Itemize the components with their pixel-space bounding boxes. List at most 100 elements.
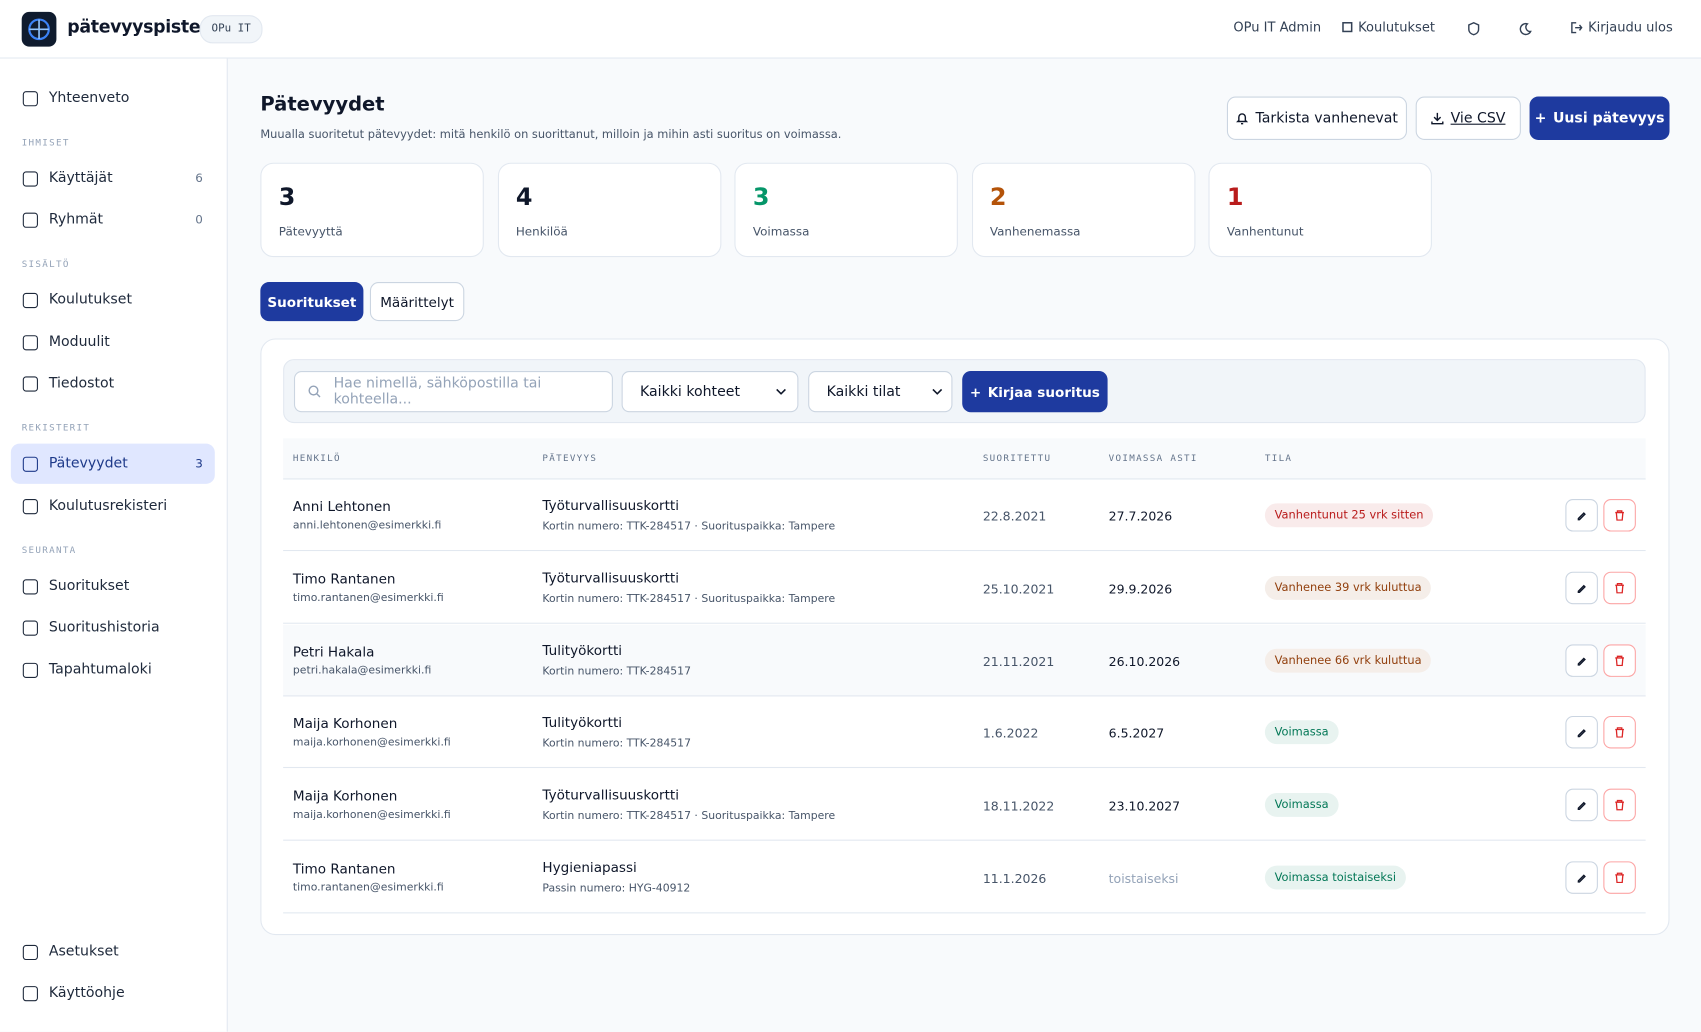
delete-icon <box>1615 655 1624 666</box>
nav-label: Tiedostot <box>48 375 115 392</box>
nav-icon <box>22 944 38 960</box>
check-button[interactable]: Tarkista vanhenevat <box>1226 96 1407 140</box>
target-select[interactable]: Kaikki kohteet <box>621 371 799 413</box>
add-button[interactable]: + Kirjaa suoritus <box>962 371 1108 413</box>
nav-icon <box>22 619 38 636</box>
valid-until: 23.10.2027 <box>1108 798 1181 814</box>
shield-button[interactable] <box>1467 22 1481 36</box>
edit-icon <box>1577 874 1586 883</box>
delete-button[interactable] <box>1603 716 1636 749</box>
nav-item[interactable]: Suoritukset <box>11 566 215 606</box>
qualification: Tulityökortti <box>542 641 623 659</box>
delete-button[interactable] <box>1603 571 1636 605</box>
valid-until: 26.10.2026 <box>1108 653 1181 669</box>
delete-icon <box>1615 582 1624 594</box>
person-name: Maija Korhonen <box>292 715 398 732</box>
column-header: VOIMASSA ASTI <box>1108 453 1198 465</box>
edit-button[interactable] <box>1565 716 1598 749</box>
section-label: IHMISET <box>21 137 70 149</box>
nav-icon <box>22 90 38 106</box>
nav-item[interactable]: Asetukset <box>11 932 215 972</box>
new-button[interactable]: + Uusi pätevyys <box>1529 96 1670 140</box>
nav-item[interactable]: Pätevyydet 3 <box>10 443 215 484</box>
edit-button[interactable] <box>1565 861 1598 894</box>
logout-text: Kirjaudu ulos <box>1588 19 1673 35</box>
nav-link[interactable]: Koulutukset <box>1342 20 1435 35</box>
icon <box>1236 113 1249 125</box>
edit-button[interactable] <box>1565 499 1598 532</box>
section-label: REKISTERIT <box>21 423 91 434</box>
delete-icon <box>1615 872 1624 884</box>
theme-button[interactable] <box>1518 22 1532 36</box>
edit-button[interactable] <box>1565 643 1598 677</box>
select-text: Kaikki kohteet <box>640 383 740 400</box>
table-header: HENKILÖ PÄTEVYYS SUORITETTU VOIMASSA ASTI TI… <box>283 438 1646 480</box>
qualification-details: Kortin numero: TTK-284517 · Suorituspaik… <box>542 810 836 823</box>
nav-count: 0 <box>195 212 203 227</box>
section-label: SISÄLTÖ <box>21 259 70 271</box>
nav-label: Suoritukset <box>48 578 130 595</box>
delete-button[interactable] <box>1603 788 1636 822</box>
nav-count: 3 <box>195 456 203 471</box>
nav-item[interactable]: Yhteenveto <box>11 78 215 118</box>
search-icon <box>308 385 321 398</box>
status-select[interactable]: Kaikki tilat <box>808 371 953 413</box>
plus-icon: + <box>969 383 982 400</box>
nav-icon <box>22 170 38 187</box>
nav-item[interactable]: Käyttöohje <box>11 973 215 1013</box>
nav-icon <box>22 212 38 228</box>
button-text: Uusi pätevyys <box>1552 110 1665 127</box>
nav-item[interactable]: Ryhmät 0 <box>11 200 215 240</box>
status-badge: Voimassa toistaiseksi <box>1264 865 1406 890</box>
nav-label: Moduulit <box>48 334 110 351</box>
status-badge: Vanhenee 39 vrk kuluttua <box>1264 575 1432 600</box>
nav-item[interactable]: Moduulit <box>11 322 215 362</box>
nav-item[interactable]: Koulutukset <box>11 280 215 320</box>
icon <box>1342 22 1353 33</box>
nav-label: Käyttöohje <box>48 984 125 1002</box>
nav-label: Koulutukset <box>48 291 132 309</box>
completed-date: 25.10.2021 <box>982 581 1055 597</box>
qualification-details: Kortin numero: TTK-284517 · Suorituspaik… <box>542 593 836 606</box>
search-input[interactable]: Hae nimellä, sähköpostilla tai kohteella… <box>293 371 613 413</box>
tab[interactable]: Määrittelyt <box>369 282 465 322</box>
nav-item[interactable]: Suoritushistoria <box>11 607 215 647</box>
nav-label: Koulutusrekisteri <box>48 497 168 515</box>
nav-label: Ryhmät <box>48 211 104 228</box>
edit-button[interactable] <box>1565 571 1598 605</box>
nav-item[interactable]: Tiedostot <box>11 363 215 403</box>
export-button[interactable]: Vie CSV <box>1415 96 1521 140</box>
nav-item[interactable]: Käyttäjät 6 <box>11 158 215 198</box>
edit-icon <box>1577 729 1586 738</box>
delete-button[interactable] <box>1603 861 1636 894</box>
nav-label: Käyttäjät <box>48 170 113 187</box>
stat-label: Vanhenemassa <box>989 224 1081 239</box>
column-header: HENKILÖ <box>292 453 341 465</box>
button-text: Tarkista vanhenevat <box>1255 110 1398 127</box>
delete-button[interactable] <box>1603 643 1636 677</box>
nav-label: Pätevyydet <box>48 455 128 472</box>
nav-item[interactable]: Koulutusrekisteri <box>11 486 215 526</box>
button-text: Vie CSV <box>1450 110 1506 127</box>
delete-button[interactable] <box>1603 499 1636 532</box>
qualification: Työturvallisuuskortti <box>542 496 679 514</box>
tab-active[interactable]: Suoritukset <box>260 282 364 322</box>
search-placeholder: Hae nimellä, sähköpostilla tai kohteella… <box>333 375 542 408</box>
logout-link[interactable]: Kirjaudu ulos <box>1571 20 1673 35</box>
stat-card: 1 Vanhentunut <box>1208 162 1432 258</box>
user-link[interactable]: OPu IT Admin <box>1233 19 1322 35</box>
page-title: Pätevyydet <box>260 93 385 117</box>
chevron <box>932 388 943 395</box>
stat-value: 1 <box>1226 184 1244 212</box>
brand[interactable]: pätevyyspiste.fi <box>67 16 220 37</box>
qualification: Hygieniapassi <box>542 859 637 876</box>
nav-item[interactable]: Tapahtumaloki <box>11 650 215 690</box>
edit-button[interactable] <box>1565 788 1598 822</box>
nav-label: Asetukset <box>48 943 119 961</box>
logo <box>21 11 57 47</box>
status-badge: Voimassa <box>1264 793 1339 818</box>
sidebar <box>0 58 228 1032</box>
qualification: Työturvallisuuskortti <box>542 569 679 586</box>
stat-value: 3 <box>278 184 296 212</box>
